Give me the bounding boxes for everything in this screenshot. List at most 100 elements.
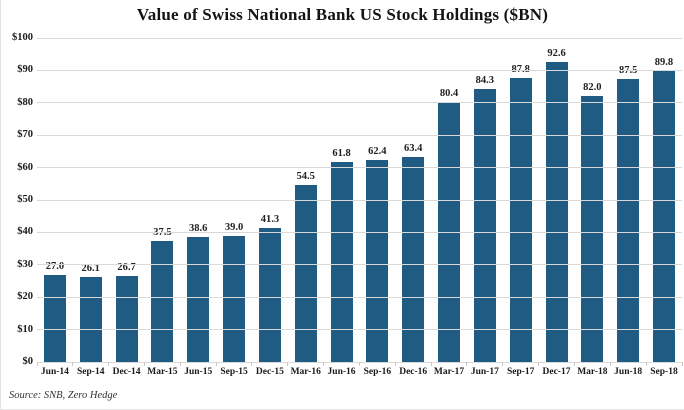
bar-column: 54.5 bbox=[288, 38, 324, 362]
bar bbox=[617, 78, 640, 362]
bar bbox=[473, 88, 496, 362]
x-tick-label: Dec-16 bbox=[399, 367, 428, 377]
x-tick-label: Mar-16 bbox=[290, 367, 321, 377]
x-tick-label: Mar-18 bbox=[577, 367, 608, 377]
bar-value-label: 87.8 bbox=[511, 64, 529, 75]
bar-value-label: 39.0 bbox=[224, 221, 244, 233]
x-tick-label: Dec-17 bbox=[542, 367, 571, 377]
bar-column: 27.0 bbox=[37, 38, 73, 362]
bar bbox=[258, 228, 281, 362]
x-tick-label: Sep-15 bbox=[220, 367, 248, 377]
gridline bbox=[37, 134, 682, 136]
bar-column: 82.0 bbox=[574, 38, 610, 362]
bar-value-label: 41.3 bbox=[260, 214, 280, 226]
x-axis-tick bbox=[466, 362, 468, 366]
x-tick-label: Jun-18 bbox=[614, 367, 643, 377]
x-axis-tick bbox=[179, 362, 181, 366]
gridline bbox=[37, 231, 682, 233]
bar-column: 61.8 bbox=[324, 38, 360, 362]
bar-value-label: 82.0 bbox=[583, 82, 602, 94]
x-axis-tick bbox=[287, 362, 289, 366]
x-tick-label: Mar-17 bbox=[433, 367, 465, 377]
bar-value-label: 89.8 bbox=[654, 57, 674, 69]
bar-value-label: 92.6 bbox=[547, 47, 566, 59]
bar-column: 63.4 bbox=[395, 38, 431, 362]
x-axis-tick-marks bbox=[36, 362, 683, 366]
bar-value-label: 80.4 bbox=[439, 87, 459, 99]
y-tick-label: $40 bbox=[17, 226, 33, 238]
x-axis-tick bbox=[609, 362, 611, 366]
bar-column: 26.1 bbox=[73, 38, 109, 362]
y-tick-label: $90 bbox=[17, 64, 33, 76]
x-tick-label: Dec-15 bbox=[255, 367, 284, 377]
bar bbox=[223, 235, 246, 362]
gridline bbox=[37, 102, 682, 104]
bar bbox=[652, 71, 675, 362]
y-tick-label: $70 bbox=[17, 129, 33, 141]
bar-column: 41.3 bbox=[252, 38, 288, 362]
y-tick-label: $100 bbox=[12, 32, 33, 43]
source-note: Source: SNB, Zero Hedge bbox=[9, 390, 118, 401]
x-axis: Jun-14 Sep-14 Dec-14 Mar-15 Jun-15 Sep-15 Dec-… bbox=[37, 367, 682, 377]
bar bbox=[187, 236, 210, 362]
x-tick-label: Jun-14 bbox=[40, 367, 69, 377]
x-axis-tick bbox=[430, 362, 432, 366]
bar-value-label: 84.3 bbox=[475, 74, 495, 86]
gridline bbox=[37, 199, 682, 201]
bar-value-label: 26.7 bbox=[117, 261, 136, 273]
x-tick-label: Sep-14 bbox=[77, 367, 105, 377]
y-tick-label: $50 bbox=[17, 194, 33, 205]
gridline bbox=[37, 167, 682, 169]
x-tick-label: Dec-14 bbox=[112, 367, 141, 377]
bar-value-label: 63.4 bbox=[404, 142, 423, 154]
bar-column: 62.4 bbox=[359, 38, 395, 362]
bar bbox=[43, 274, 66, 362]
bar bbox=[545, 61, 568, 362]
x-axis-tick bbox=[72, 362, 74, 366]
x-axis-tick bbox=[502, 362, 504, 366]
bar bbox=[115, 275, 138, 362]
gridline bbox=[37, 264, 682, 266]
bar-column: 89.8 bbox=[646, 38, 682, 362]
y-tick-label: $60 bbox=[17, 161, 33, 173]
x-axis-tick bbox=[359, 362, 360, 366]
x-axis-tick bbox=[215, 362, 217, 366]
bar bbox=[330, 161, 353, 362]
bar-value-label: 62.4 bbox=[368, 145, 387, 157]
y-tick-label: $0 bbox=[22, 356, 34, 367]
bar bbox=[151, 240, 174, 362]
bar-column: 38.6 bbox=[180, 38, 216, 362]
x-tick-label: Sep-16 bbox=[363, 367, 392, 377]
bar-column: 84.3 bbox=[467, 38, 503, 362]
bar-value-label: 26.1 bbox=[81, 263, 100, 275]
bar bbox=[366, 159, 389, 362]
x-tick-label: Jun-16 bbox=[327, 367, 356, 377]
y-tick-label: $10 bbox=[17, 323, 33, 335]
chart-title: Value of Swiss National Bank US Stock Ho… bbox=[136, 5, 549, 24]
bar-value-label: 27.0 bbox=[45, 260, 65, 272]
x-axis-tick bbox=[143, 362, 145, 366]
x-axis-tick bbox=[251, 362, 253, 366]
x-tick-label: Sep-17 bbox=[506, 367, 535, 377]
bar-column: 39.0 bbox=[216, 38, 252, 362]
x-axis-tick bbox=[645, 362, 647, 366]
bar bbox=[294, 185, 317, 362]
gridline bbox=[37, 37, 682, 39]
y-tick-label: $80 bbox=[17, 96, 33, 108]
x-tick-label: Mar-15 bbox=[147, 367, 178, 377]
gridline bbox=[37, 329, 682, 331]
x-tick-label: Jun-17 bbox=[470, 367, 499, 377]
x-axis-tick bbox=[108, 362, 110, 366]
plot-area: 27.0 26.1 26.7 37.5 38.6 39.0 41.3 54.5 61.8 62.4… bbox=[37, 37, 682, 363]
x-axis-tick bbox=[394, 362, 396, 366]
y-tick-label: $20 bbox=[17, 291, 33, 303]
y-tick-label: $30 bbox=[17, 258, 33, 270]
x-tick-label: Sep-18 bbox=[650, 367, 678, 377]
bar bbox=[581, 96, 604, 362]
x-axis-tick bbox=[681, 362, 683, 366]
x-axis-tick bbox=[538, 362, 540, 366]
bar-value-label: 38.6 bbox=[189, 222, 208, 234]
bar-value-label: 54.5 bbox=[296, 171, 315, 183]
bar-column: 92.6 bbox=[539, 38, 575, 362]
